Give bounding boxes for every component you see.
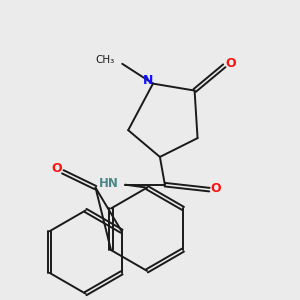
Text: N: N (142, 74, 153, 87)
Text: O: O (211, 182, 221, 195)
Text: CH₃: CH₃ (96, 55, 115, 65)
Text: O: O (226, 57, 236, 70)
Text: O: O (52, 162, 62, 175)
Text: HN: HN (99, 177, 119, 190)
